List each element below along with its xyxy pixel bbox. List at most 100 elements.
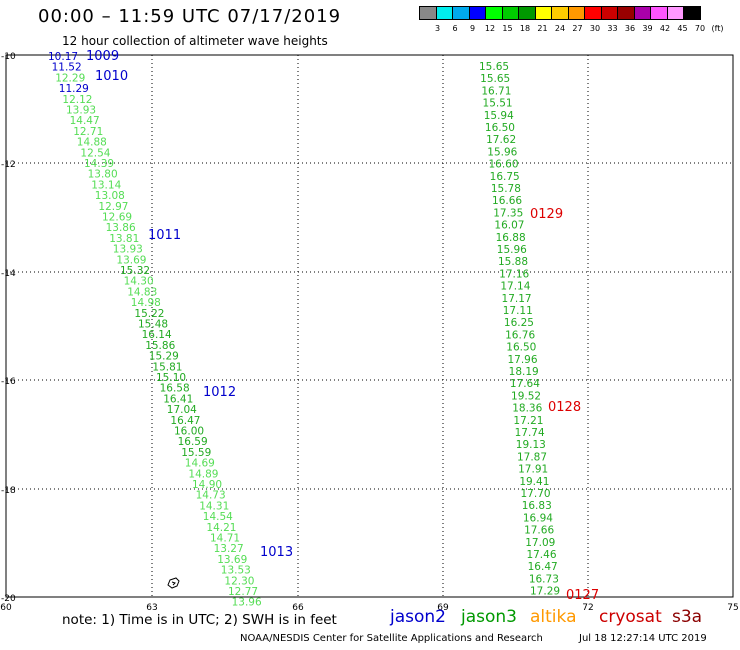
legend-label: 12 (484, 24, 496, 33)
legend-label: 9 (469, 24, 476, 33)
wave-height-value: 18.19 (509, 366, 539, 378)
wave-height-value: 15.59 (181, 447, 211, 459)
satellite-label-altika: altika (530, 607, 577, 627)
legend-label: 33 (607, 24, 618, 33)
lon-tick-label: 72 (582, 603, 593, 613)
wave-height-value: 16.88 (496, 232, 526, 244)
legend-label: 24 (554, 24, 566, 33)
wave-height-value: 16.58 (160, 383, 190, 395)
wave-height-value: 17.09 (525, 537, 555, 549)
wave-height-value: 17.46 (526, 549, 556, 561)
legend-label: 15 (502, 24, 513, 33)
satellite-label-jason3: jason3 (461, 607, 517, 627)
wave-height-value: 17.04 (167, 404, 197, 416)
wave-height-value: 16.41 (163, 393, 193, 405)
wave-height-value: 12.12 (62, 94, 92, 106)
wave-height-value: 14.69 (185, 458, 215, 470)
page-title: 00:00 – 11:59 UTC 07/17/2019 (38, 6, 342, 27)
wave-height-value: 16.50 (506, 342, 536, 354)
wave-height-value: 15.96 (497, 244, 527, 256)
track-left: 10.1711.5212.2911.2912.1213.9314.4712.71… (48, 49, 293, 609)
wave-height-value: 15.78 (491, 183, 521, 195)
lon-tick-label: 69 (437, 603, 449, 613)
color-scale-legend (419, 6, 701, 20)
wave-height-value: 12.77 (228, 586, 258, 598)
lon-tick-label: 75 (727, 603, 738, 613)
wave-height-value: 12.29 (55, 72, 85, 84)
lon-tick-label: 66 (292, 603, 304, 613)
wave-height-value: 16.14 (142, 329, 172, 341)
wave-height-value: 15.32 (120, 265, 150, 277)
wave-height-value: 17.64 (510, 378, 540, 390)
wave-height-value: 14.30 (124, 276, 154, 288)
pass-time-label: 0128 (548, 400, 581, 415)
legend-label: 42 (659, 24, 671, 33)
wave-height-value: 17.16 (499, 268, 529, 280)
lat-tick-label: -16 (1, 377, 16, 387)
wave-height-value: 15.29 (149, 351, 179, 363)
pass-time-label: 0127 (566, 588, 599, 603)
wave-height-value: 14.54 (203, 511, 233, 523)
wave-height-value: 15.88 (498, 256, 528, 268)
satellite-label-cryosat: cryosat (599, 607, 662, 627)
wave-height-value: 15.94 (484, 110, 514, 122)
legend-label: 39 (642, 24, 653, 33)
satellite-label-jason2: jason2 (390, 607, 446, 627)
pass-time-label: 1010 (95, 69, 128, 84)
legend-label: 27 (572, 24, 583, 33)
wave-height-value: 14.47 (70, 115, 100, 127)
wave-height-value: 16.66 (492, 195, 522, 207)
legend-swatch (683, 6, 701, 20)
wave-height-value: 16.47 (170, 415, 200, 427)
lat-tick-label: -10 (1, 52, 16, 62)
wave-height-value: 17.35 (493, 207, 523, 219)
wave-height-value: 17.91 (518, 464, 548, 476)
wave-height-value: 16.25 (504, 317, 534, 329)
wave-height-value: 18.36 (512, 403, 542, 415)
lat-tick-label: -12 (1, 160, 16, 170)
wave-height-value: 17.17 (502, 293, 532, 305)
generation-timestamp: Jul 18 12:27:14 UTC 2019 (579, 633, 707, 644)
wave-height-value: 17.21 (513, 415, 543, 427)
wave-height-value: 19.41 (519, 476, 549, 488)
satellite-label-s3a: s3a (672, 607, 703, 627)
legend-label: 6 (452, 24, 458, 33)
wave-height-value: 16.07 (494, 220, 524, 232)
legend-label: 3 (434, 24, 441, 33)
wave-height-value: 11.52 (52, 62, 82, 74)
lat-tick-label: -18 (1, 486, 16, 496)
wave-height-value: 16.00 (174, 426, 204, 438)
wave-height-value: 14.83 (127, 286, 157, 298)
wave-height-value: 15.81 (152, 361, 182, 373)
wave-height-value: 14.21 (206, 522, 236, 534)
wave-height-value: 16.76 (505, 329, 535, 341)
wave-height-value: 16.83 (522, 500, 552, 512)
pass-time-label: 1013 (260, 545, 293, 560)
map-frame (5, 54, 734, 598)
page-subtitle: 12 hour collection of altimeter wave hei… (62, 34, 328, 48)
legend-label: 45 (677, 24, 688, 33)
credit-text: NOAA/NESDIS Center for Satellite Applica… (240, 633, 543, 644)
lat-tick-label: -14 (1, 269, 16, 279)
wave-height-value: 13.93 (113, 244, 143, 256)
wave-height-value: 13.86 (106, 222, 136, 234)
wave-height-value: 17.62 (486, 134, 516, 146)
wave-height-value: 14.31 (199, 500, 229, 512)
wave-height-value: 14.98 (131, 297, 161, 309)
wave-height-value: 13.69 (217, 554, 247, 566)
wave-height-value: 15.65 (480, 73, 510, 85)
wave-height-value: 13.93 (66, 105, 96, 117)
legend-label: 30 (589, 24, 601, 33)
legend-label: 18 (519, 24, 531, 33)
wave-height-value: 14.39 (84, 158, 114, 170)
wave-height-value: 17.11 (503, 305, 533, 317)
lon-tick-label: 63 (146, 603, 157, 613)
units-note: note: 1) Time is in UTC; 2) SWH is in fe… (62, 612, 337, 628)
wave-height-value: 13.53 (221, 565, 251, 577)
wave-height-value: 16.60 (488, 159, 518, 171)
wave-height-value: 15.86 (145, 340, 175, 352)
wave-height-value: 14.88 (77, 137, 107, 149)
track-right: 15.6515.6516.7115.5115.9416.5017.6215.96… (479, 61, 599, 603)
wave-height-value: 15.22 (134, 308, 164, 320)
